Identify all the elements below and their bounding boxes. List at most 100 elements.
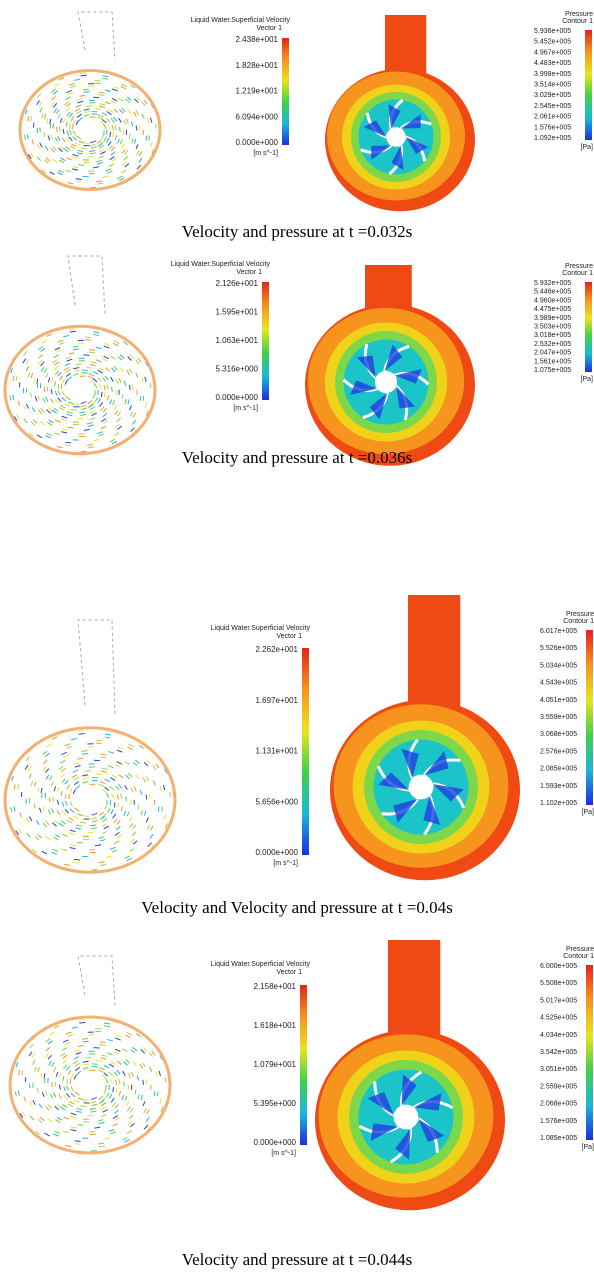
pressure-tick-label: 1.092e+005 [534, 135, 571, 142]
velocity-vector [54, 408, 59, 411]
velocity-vector [101, 1107, 106, 1110]
velocity-vector [44, 1133, 49, 1136]
velocity-vector [99, 150, 104, 153]
velocity-vector [99, 92, 105, 93]
velocity-vector [81, 751, 87, 752]
velocity-vector [35, 396, 37, 401]
velocity-unit: [m s^-1] [273, 860, 298, 867]
pressure-tick-label: 4.543e+005 [540, 680, 577, 687]
velocity-vector [15, 1091, 16, 1096]
velocity-vector [95, 109, 101, 110]
velocity-vector [137, 165, 141, 169]
velocity-vector [55, 381, 56, 386]
velocity-vector [88, 425, 94, 427]
velocity-vector [59, 407, 64, 410]
velocity-vector [54, 362, 59, 365]
velocity-vector [139, 125, 140, 130]
velocity-vector [114, 1110, 118, 1114]
velocity-vector [98, 1120, 104, 1122]
velocity-vector [116, 786, 119, 790]
velocity-vector [76, 364, 82, 365]
velocity-vector [79, 141, 85, 143]
velocity-vector [69, 833, 75, 835]
velocity-vector [139, 151, 142, 156]
velocity-vector [56, 350, 61, 352]
velocity-vector [143, 778, 146, 782]
velocity-vector [76, 825, 82, 826]
velocity-vector [110, 847, 115, 849]
velocity-vector [37, 379, 38, 384]
velocity-vector [110, 400, 112, 405]
velocity-vector [98, 398, 101, 403]
velocity-vector [46, 397, 48, 402]
velocity-vector [42, 1092, 44, 1097]
velocity-vector [146, 817, 148, 822]
velocity-vector [92, 1104, 98, 1106]
velocity-vector [49, 776, 52, 780]
velocity-vector [145, 377, 146, 382]
velocity-vector [45, 1054, 48, 1058]
velocity-vector [55, 371, 58, 375]
pressure-tick-label: 3.029e+005 [534, 92, 571, 99]
velocity-vector [42, 767, 45, 771]
pressure-tick-label: 5.017e+005 [540, 997, 577, 1004]
velocity-vector [34, 379, 35, 384]
velocity-vector [125, 761, 130, 764]
velocity-vector [138, 358, 141, 362]
velocity-vector [119, 775, 123, 778]
velocity-vector [116, 1035, 121, 1037]
pressure-tick-label: 2.085e+005 [540, 766, 577, 773]
velocity-vector [105, 343, 110, 345]
velocity-vector [46, 836, 51, 839]
velocity-vector [103, 421, 108, 424]
velocity-vector [74, 777, 79, 780]
velocity-vector [103, 408, 107, 412]
velocity-vector [66, 1032, 72, 1034]
velocity-vector [71, 117, 74, 121]
velocity-vector [13, 376, 14, 381]
velocity-vector [74, 859, 80, 860]
velocity-vector [124, 811, 126, 816]
velocity-vector [98, 378, 102, 382]
velocity-vector [74, 79, 80, 80]
velocity-vector [127, 1101, 130, 1105]
velocity-vector [39, 1104, 42, 1108]
velocity-vector [29, 816, 31, 821]
velocity-vector [74, 1075, 76, 1080]
velocity-vector [101, 1115, 106, 1117]
velocity-vector [71, 144, 76, 147]
velocity-vector [127, 812, 129, 817]
velocity-vector [129, 1073, 131, 1078]
velocity-vector [69, 83, 75, 85]
velocity-vector [70, 331, 76, 332]
velocity-vector [73, 349, 79, 350]
velocity-vector [24, 405, 26, 410]
velocity-vector [71, 738, 77, 739]
pressure-unit: [Pa] [582, 809, 594, 816]
velocity-vector [148, 843, 152, 847]
velocity-vector [65, 357, 71, 359]
velocity-vector [115, 1104, 119, 1108]
velocity-vector [54, 355, 59, 358]
velocity-vector [136, 373, 138, 378]
velocity-vector [71, 1113, 77, 1115]
velocity-vector [98, 784, 103, 786]
velocity-vector [106, 169, 111, 171]
velocity-vector [57, 810, 60, 814]
velocity-vector [97, 163, 103, 165]
velocity-vector [60, 1053, 65, 1056]
velocity-vector [98, 837, 104, 839]
velocity-vector [66, 373, 71, 376]
velocity-vector [46, 1047, 50, 1051]
velocity-vector [89, 151, 95, 152]
velocity-vector [30, 1044, 34, 1048]
velocity-vector [114, 366, 118, 370]
velocity-vector [45, 753, 50, 756]
velocity-vector [62, 1104, 67, 1107]
velocity-vector [71, 410, 77, 411]
velocity-vector [40, 143, 42, 148]
pressure-tick-label: 5.932e+005 [534, 280, 571, 287]
velocity-vector [67, 131, 69, 136]
velocity-vector [104, 1090, 106, 1095]
velocity-vector [96, 160, 102, 162]
